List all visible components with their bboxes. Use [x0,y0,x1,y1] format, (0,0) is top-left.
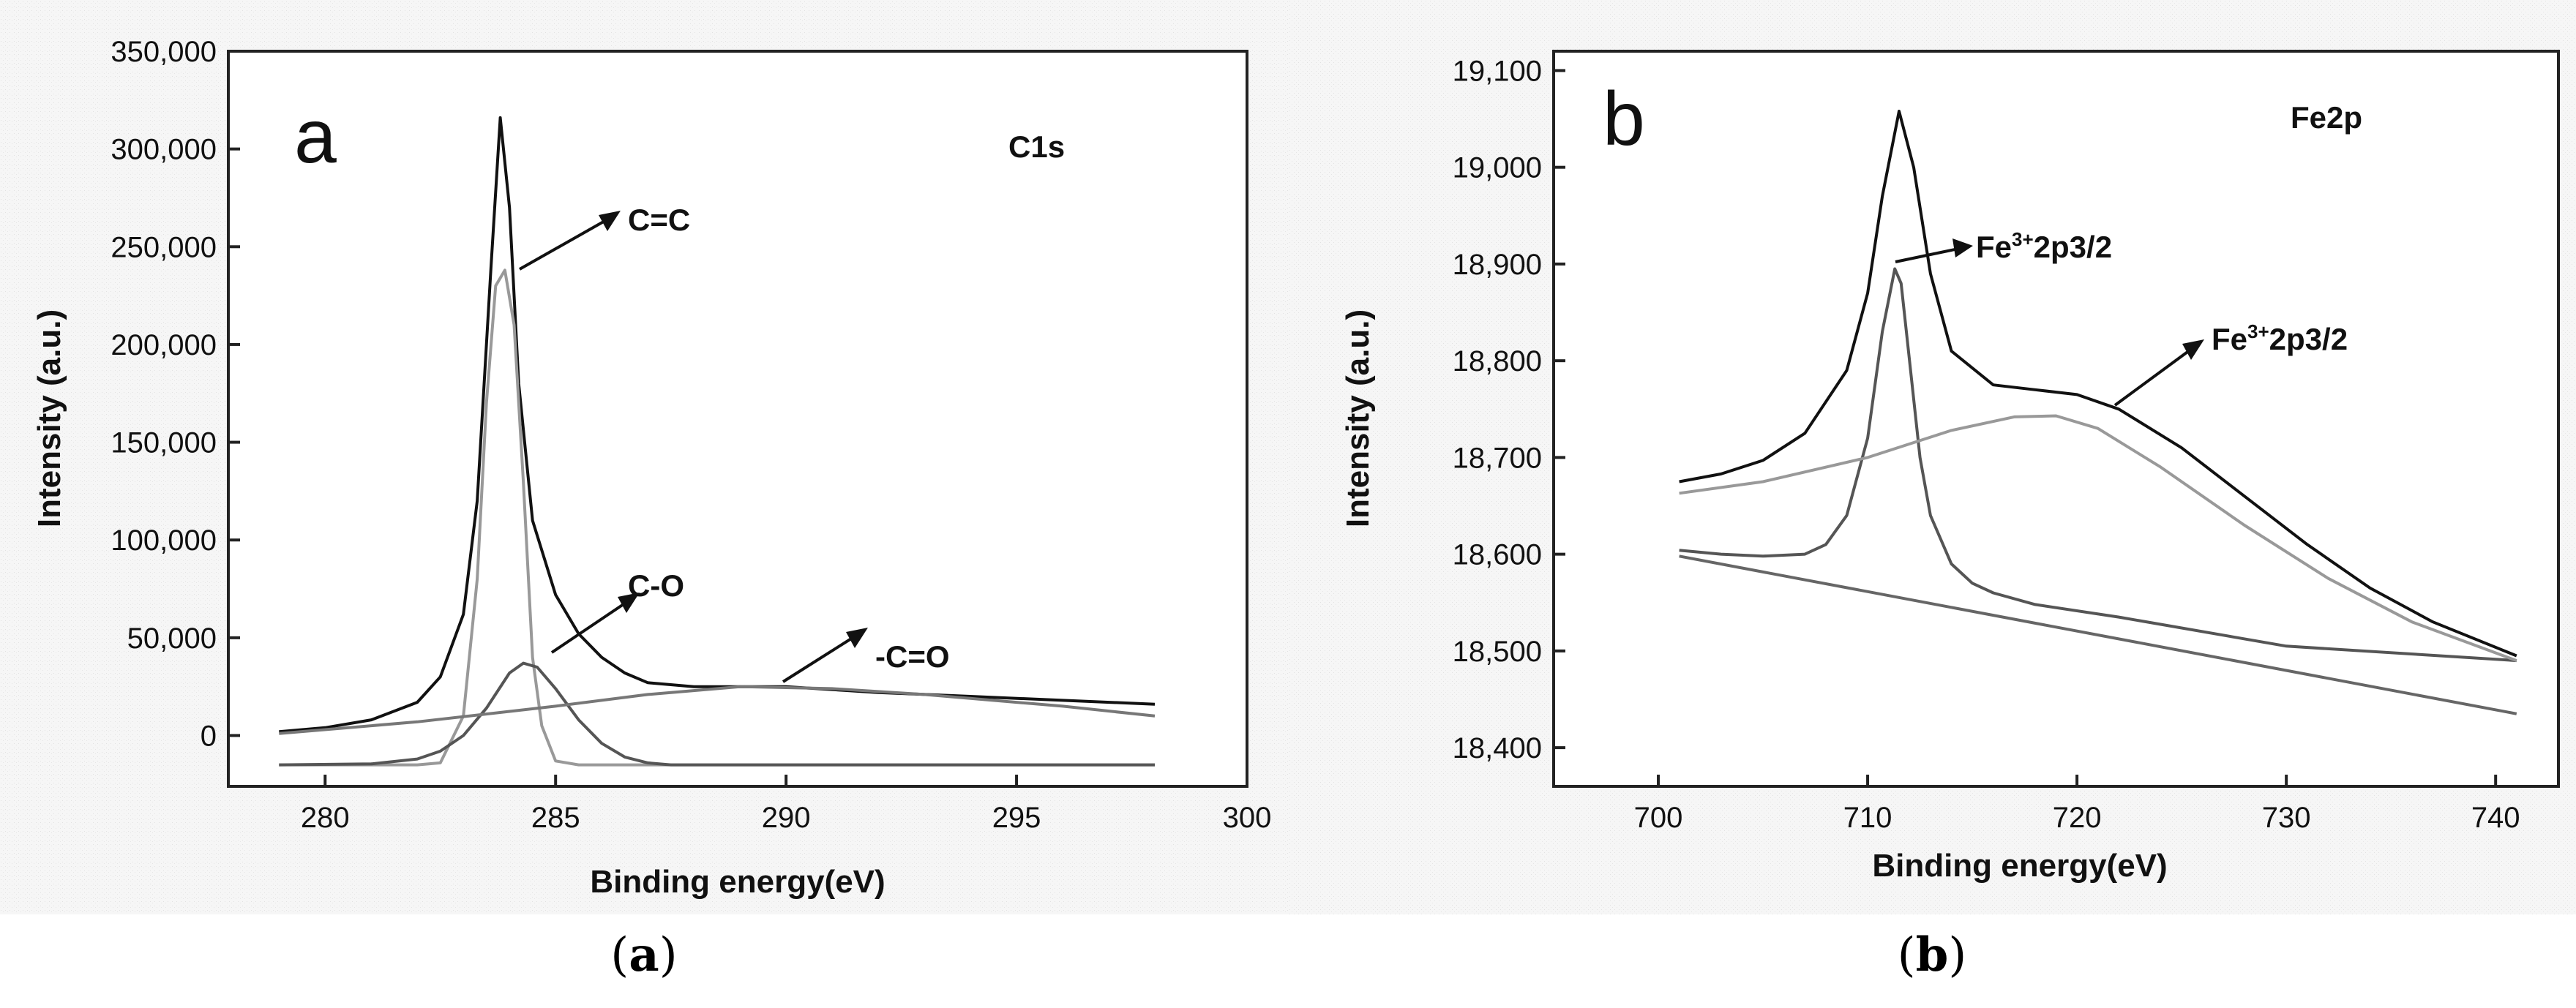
panel-letter: b [1603,77,1645,162]
panel-b: 18,400 18,500 18,600 18,700 18,800 18,900 19,0… [1288,0,2576,1008]
y-tick-label: 18,400 [1453,732,1542,764]
y-tick-label: 50,000 [127,623,217,655]
annotation-arrowhead-fe-2 [2182,339,2204,360]
plot-frame [1552,50,2560,788]
plot-frame [227,50,1248,788]
y-tick-label: 200,000 [111,329,217,361]
annotation-c-o-double: -C=O [875,639,950,674]
annotation-arrow-c-o [782,635,856,683]
chart-a-svg: 0 50,000 100,000 150,000 200,000 250,000 300,0… [0,0,1288,914]
annotation-arrow-cc [519,218,608,271]
x-axis-label: Binding energy(eV) [590,864,885,900]
x-tick-label: 300 [1223,802,1272,834]
x-tick-label: 740 [2471,802,2520,834]
annotation-fe-2-text: Fe [2212,322,2247,356]
panel-a: 0 50,000 100,000 150,000 200,000 250,000 300,0… [0,0,1288,982]
x-tick-label: 720 [2053,802,2102,834]
annotation-fe-1: Fe3+2p3/2 [1976,228,2112,264]
annotation-arrow-fe-2 [2113,347,2194,407]
annotation-fe-1-text: Fe [1976,230,2012,264]
x-tick-label: 295 [992,802,1041,834]
y-tick-label: 350,000 [111,36,217,68]
x-axis-label: Binding energy(eV) [1872,848,2167,884]
y-tick-label: 150,000 [111,427,217,459]
series-line-c-c [279,268,1155,767]
y-axis-label: Intensity (a.u.) [31,309,67,527]
y-axis-label: Intensity (a.u.) [1340,309,1376,527]
series-line-fe3-2p3-2-a [1679,267,2517,663]
annotation-cc: C=C [628,203,690,237]
plot-area [228,51,1247,786]
series-line-c-o [279,685,1156,735]
x-tick-label: 290 [762,802,811,834]
series-line-background [1679,554,2517,715]
y-tick-label: 100,000 [111,524,217,557]
series-line-c-o [279,661,1155,767]
x-tick-label: 730 [2262,802,2311,834]
x-tick-label: 700 [1634,802,1683,834]
caption-b: (b) [1897,928,1967,982]
y-tick-label: 19,100 [1453,55,1542,87]
annotation-arrow-co [550,600,629,654]
x-tick-label: 710 [1843,802,1892,834]
x-tick-label: 285 [531,802,580,834]
y-tick-label: 18,600 [1453,539,1542,571]
annotation-arrow-fe-1 [1895,247,1959,263]
y-tick-label: 18,800 [1453,345,1542,377]
chart-title: Fe2p [2291,100,2362,135]
annotation-arrowhead-co [618,593,640,613]
annotation-arrowhead-cc [599,211,621,231]
chart-title: C1s [1008,129,1065,164]
y-tick-label: 0 [201,721,217,753]
plot-area [1554,51,2558,786]
y-tick-label: 18,900 [1453,249,1542,281]
y-tick-label: 18,700 [1453,442,1542,474]
series-line-fe3-2p3-2-b [1679,414,2517,662]
annotation-co: C-O [628,568,684,603]
annotation-arrowhead-c-o [846,628,868,648]
annotation-fe-2: Fe3+2p3/2 [2212,320,2348,356]
caption-a: (a) [610,928,678,982]
y-tick-label: 19,000 [1453,152,1542,184]
y-tick-label: 250,000 [111,231,217,263]
chart-b-svg: 18,400 18,500 18,600 18,700 18,800 18,900 19,0… [1288,0,2576,914]
y-tick-label: 300,000 [111,134,217,166]
annotation-arrowhead-fe-1 [1952,238,1973,257]
x-tick-label: 280 [301,802,350,834]
series-line-envelope [1679,110,2517,658]
y-tick-label: 18,500 [1453,636,1542,668]
panel-letter: a [294,94,337,179]
